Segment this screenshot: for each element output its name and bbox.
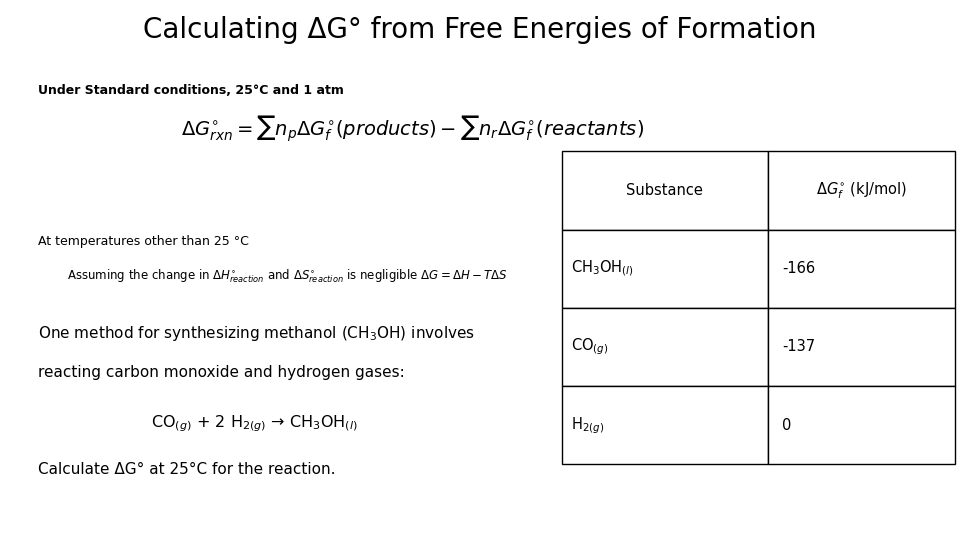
Text: -166: -166 — [782, 261, 816, 276]
Text: $\Delta G^{\circ}_{rxn} = \sum n_p \Delta G_f^{\circ}(products) - \sum n_r \Delt: $\Delta G^{\circ}_{rxn} = \sum n_p \Delt… — [181, 113, 644, 144]
Text: Assuming the change in $\Delta H^{\circ}_{reaction}$ and $\Delta S^{\circ}_{reac: Assuming the change in $\Delta H^{\circ}… — [67, 267, 508, 285]
Text: -137: -137 — [782, 340, 816, 354]
Text: Under Standard conditions, 25°C and 1 atm: Under Standard conditions, 25°C and 1 at… — [38, 84, 345, 97]
Text: Calculate ΔG° at 25°C for the reaction.: Calculate ΔG° at 25°C for the reaction. — [38, 462, 336, 477]
Bar — [562, 386, 768, 464]
Bar — [562, 308, 768, 386]
Text: CH$_3$OH$_{(l)}$: CH$_3$OH$_{(l)}$ — [571, 259, 635, 279]
Bar — [768, 230, 955, 308]
Text: At temperatures other than 25 °C: At temperatures other than 25 °C — [38, 235, 250, 248]
Text: reacting carbon monoxide and hydrogen gases:: reacting carbon monoxide and hydrogen ga… — [38, 364, 405, 380]
Text: Calculating ΔG° from Free Energies of Formation: Calculating ΔG° from Free Energies of Fo… — [143, 16, 817, 44]
Bar — [768, 151, 955, 230]
Text: 0: 0 — [782, 418, 792, 433]
Bar — [562, 151, 768, 230]
Bar — [768, 308, 955, 386]
Bar — [562, 230, 768, 308]
Text: Substance: Substance — [626, 183, 704, 198]
Text: One method for synthesizing methanol (CH$_3$OH) involves: One method for synthesizing methanol (CH… — [38, 324, 475, 343]
Text: CO$_{(g)}$: CO$_{(g)}$ — [571, 336, 609, 357]
Text: CO$_{(g)}$ + 2 H$_{2(g)}$ → CH$_3$OH$_{(l)}$: CO$_{(g)}$ + 2 H$_{2(g)}$ → CH$_3$OH$_{(… — [151, 413, 358, 434]
Bar — [768, 386, 955, 464]
Text: H$_{2(g)}$: H$_{2(g)}$ — [571, 415, 605, 436]
Text: $\Delta G_f^{\circ}$ (kJ/mol): $\Delta G_f^{\circ}$ (kJ/mol) — [816, 180, 907, 200]
